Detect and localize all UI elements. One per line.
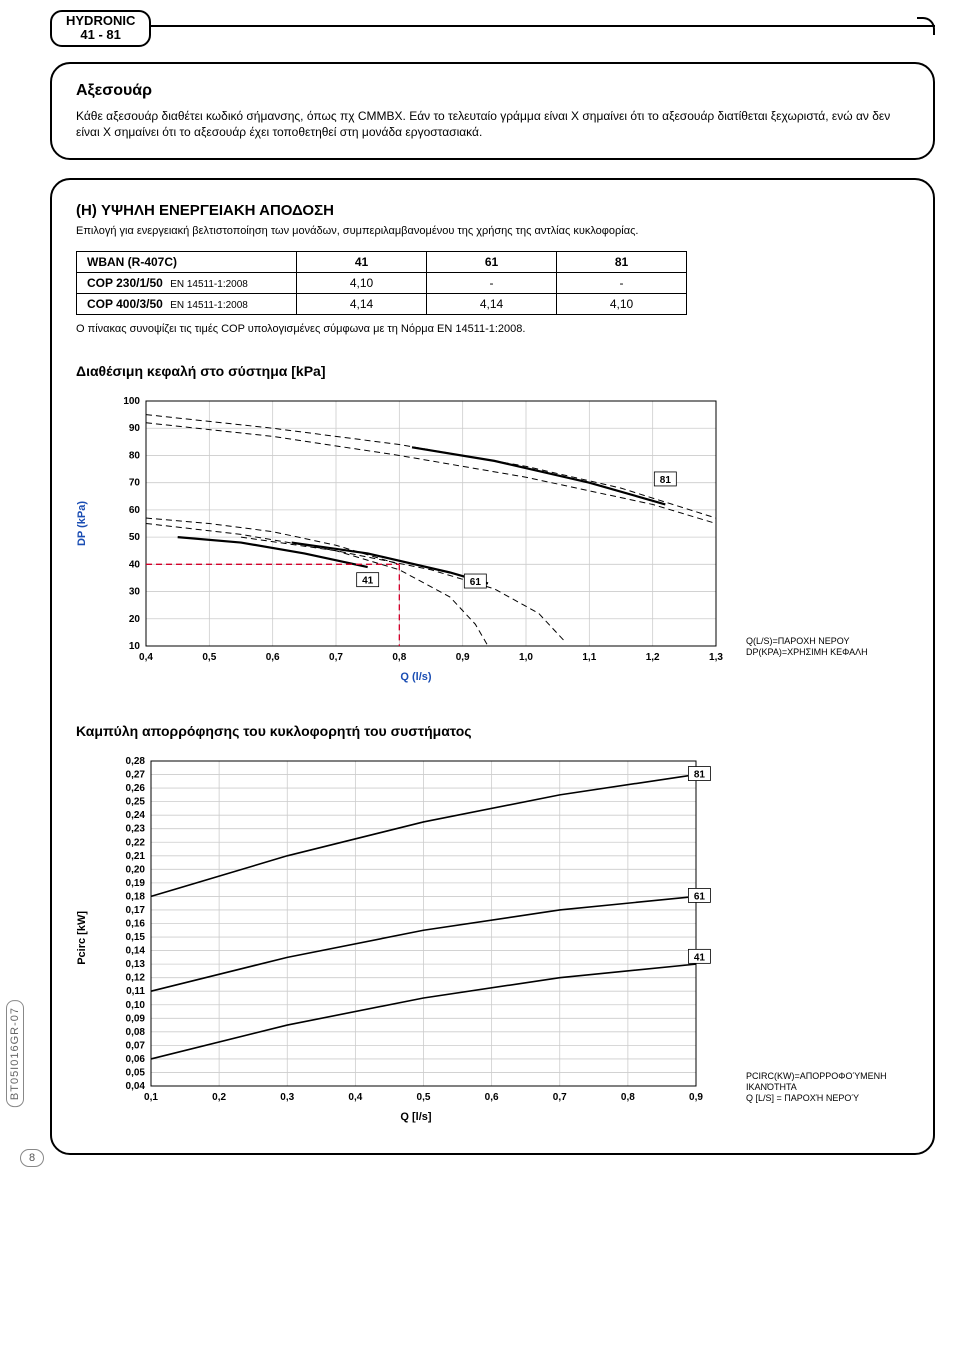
high-eff-title: (H) ΥΨΗΛΗ ΕΝΕΡΓΕΙΑΚΗ ΑΠΟΔΟΣΗ (76, 202, 909, 219)
svg-text:0,5: 0,5 (202, 652, 216, 663)
svg-text:41: 41 (362, 576, 374, 587)
cop-h1: 41 (297, 251, 427, 272)
svg-text:81: 81 (660, 475, 672, 486)
main-frame: (H) ΥΨΗΛΗ ΕΝΕΡΓΕΙΑΚΗ ΑΠΟΔΟΣΗ Επιλογή για… (50, 178, 935, 1155)
svg-text:0,5: 0,5 (417, 1092, 431, 1103)
svg-text:0,3: 0,3 (280, 1092, 294, 1103)
svg-text:40: 40 (129, 559, 141, 570)
svg-text:0,1: 0,1 (144, 1092, 158, 1103)
svg-text:0,21: 0,21 (126, 851, 146, 862)
table-row: COP 230/1/50 EN 14511-1:2008 4,10 - - (77, 272, 687, 293)
svg-text:0,25: 0,25 (126, 797, 146, 808)
svg-text:0,10: 0,10 (126, 1000, 146, 1011)
svg-text:0,11: 0,11 (126, 986, 145, 997)
svg-text:0,24: 0,24 (126, 810, 146, 821)
svg-text:0,08: 0,08 (126, 1027, 146, 1038)
chart2-title: Καμπύλη απορρόφησης του κυκλοφορητή του … (76, 723, 909, 739)
header-line2: 41 - 81 (66, 28, 135, 42)
chart1: DP (kPa) 1020304050607080901000,40,50,60… (96, 391, 909, 683)
high-eff-desc: Επιλογή για ενεργειακή βελτιστοποίηση τω… (76, 225, 909, 237)
svg-text:0,4: 0,4 (348, 1092, 362, 1103)
svg-text:0,09: 0,09 (126, 1013, 146, 1024)
cop-h2: 61 (427, 251, 557, 272)
svg-text:0,04: 0,04 (126, 1081, 146, 1092)
cop-h0: WBAN (R-407C) (77, 251, 297, 272)
side-code: BT05I016GR-07 (6, 1000, 24, 1107)
header-line1: HYDRONIC (66, 14, 135, 28)
accessories-text: Κάθε αξεσουάρ διαθέτει κωδικό σήμανσης, … (76, 108, 909, 140)
cop-note: Ο πίνακας συνοψίζει τις τιμές COP υπολογ… (76, 323, 909, 335)
chart2: Pcirc [kW] 0,040,050,060,070,080,090,100… (96, 751, 909, 1123)
svg-text:0,27: 0,27 (126, 770, 146, 781)
chart1-legend: Q(L/S)=ΠΑΡΟΧΗ ΝΕΡΟΥDP(KPA)=ΧΡΗΣΙΜΗ ΚΕΦΑΛ… (746, 636, 868, 658)
svg-text:10: 10 (129, 641, 141, 652)
svg-text:0,9: 0,9 (456, 652, 470, 663)
cop-h3: 81 (557, 251, 687, 272)
svg-text:0,19: 0,19 (126, 878, 146, 889)
svg-text:0,15: 0,15 (126, 932, 146, 943)
svg-text:0,9: 0,9 (689, 1092, 703, 1103)
svg-text:0,06: 0,06 (126, 1054, 146, 1065)
svg-text:1,1: 1,1 (582, 652, 596, 663)
svg-text:0,18: 0,18 (126, 891, 146, 902)
page-number: 8 (20, 1149, 44, 1167)
svg-text:0,6: 0,6 (485, 1092, 499, 1103)
header-tab: HYDRONIC 41 - 81 (50, 10, 151, 47)
svg-text:0,07: 0,07 (126, 1040, 146, 1051)
chart2-ylabel: Pcirc [kW] (76, 911, 88, 965)
svg-text:70: 70 (129, 478, 141, 489)
svg-text:61: 61 (694, 891, 706, 902)
svg-text:20: 20 (129, 614, 141, 625)
accessories-title: Αξεσουάρ (76, 82, 909, 100)
chart2-xlabel: Q [l/s] (96, 1111, 736, 1123)
svg-text:0,28: 0,28 (126, 756, 146, 767)
chart1-xlabel: Q (l/s) (96, 671, 736, 683)
svg-text:100: 100 (123, 396, 140, 407)
chart2-svg: 0,04 0,05 0,06 0,07 0,08 0,09 0,10 0,11 0,12 0,13… (96, 751, 736, 1111)
svg-text:0,23: 0,23 (126, 824, 146, 835)
chart1-ylabel: DP (kPa) (76, 501, 88, 546)
svg-text:0,4: 0,4 (139, 652, 153, 663)
svg-text:0,26: 0,26 (126, 783, 146, 794)
svg-text:41: 41 (694, 952, 706, 963)
svg-text:0,17: 0,17 (126, 905, 146, 916)
svg-text:0,12: 0,12 (126, 973, 146, 984)
table-row: COP 400/3/50 EN 14511-1:2008 4,14 4,14 4… (77, 293, 687, 314)
svg-text:61: 61 (470, 577, 482, 588)
svg-text:1,2: 1,2 (646, 652, 660, 663)
svg-text:1,0: 1,0 (519, 652, 533, 663)
svg-text:50: 50 (129, 532, 141, 543)
svg-text:0,8: 0,8 (392, 652, 406, 663)
chart1-title: Διαθέσιμη κεφαλή στο σύστημα [kPa] (76, 363, 909, 379)
svg-text:0,14: 0,14 (126, 946, 146, 957)
svg-text:0,6: 0,6 (266, 652, 280, 663)
chart2-legend: PCIRC(KW)=ΑΠΟΡΡΟΦΟΎΜΕΝΗ ΙΚΑΝΌΤΗΤΑQ [L/S]… (746, 1071, 909, 1103)
svg-text:0,13: 0,13 (126, 959, 146, 970)
svg-text:0,20: 0,20 (126, 864, 146, 875)
svg-text:0,7: 0,7 (553, 1092, 567, 1103)
svg-text:80: 80 (129, 450, 141, 461)
svg-text:0,05: 0,05 (126, 1067, 146, 1078)
svg-text:1,3: 1,3 (709, 652, 723, 663)
cop-table: WBAN (R-407C) 41 61 81 COP 230/1/50 EN 1… (76, 251, 687, 315)
svg-text:0,2: 0,2 (212, 1092, 226, 1103)
svg-text:0,16: 0,16 (126, 918, 146, 929)
svg-text:0,7: 0,7 (329, 652, 343, 663)
svg-text:30: 30 (129, 587, 141, 598)
accessories-frame: Αξεσουάρ Κάθε αξεσουάρ διαθέτει κωδικό σ… (50, 62, 935, 160)
svg-text:60: 60 (129, 505, 141, 516)
svg-text:0,22: 0,22 (126, 837, 146, 848)
svg-text:0,8: 0,8 (621, 1092, 635, 1103)
chart1-svg: 10 20 30 40 50 60 70 80 90 100 0,4 0,5 0,6 0,7 0,8 0,9 1… (96, 391, 736, 671)
svg-text:81: 81 (694, 770, 706, 781)
svg-text:90: 90 (129, 423, 141, 434)
